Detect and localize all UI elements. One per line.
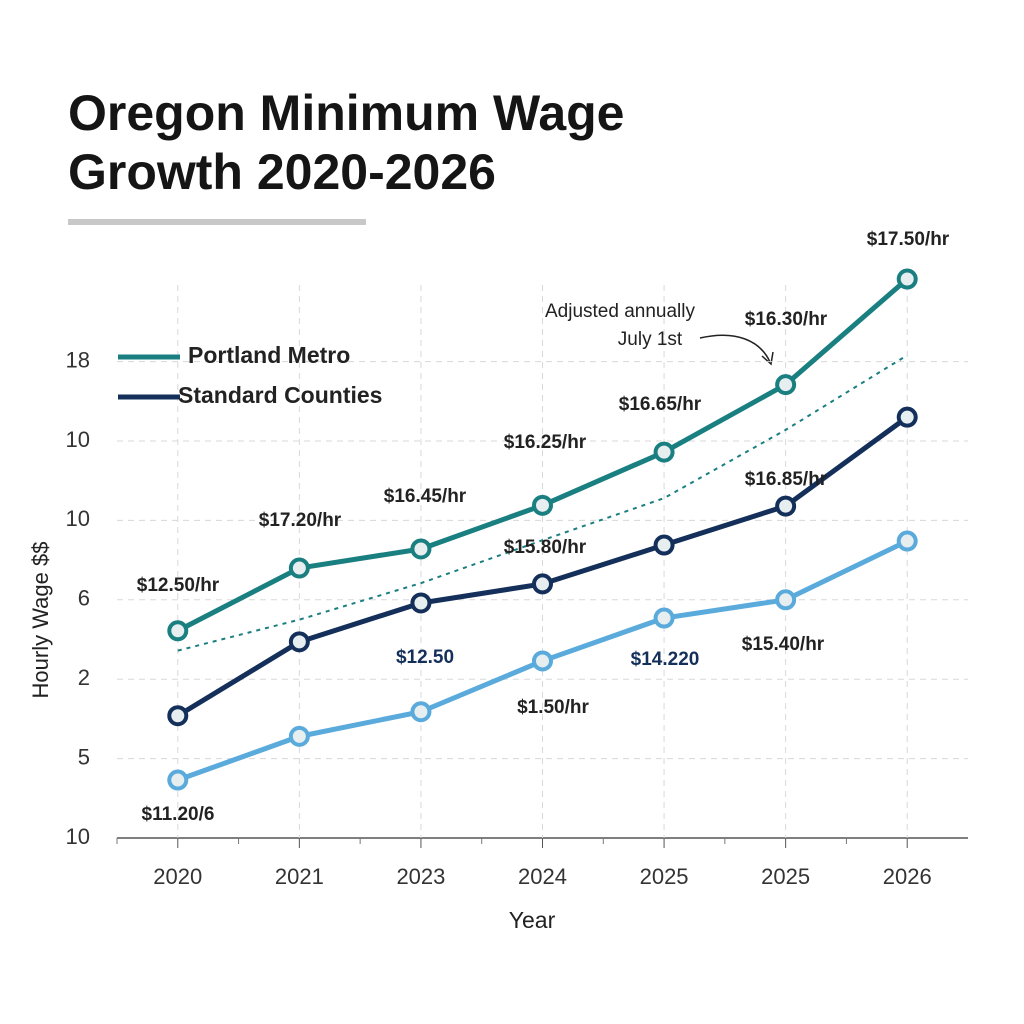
data-annotation: $16.85/hr (745, 469, 828, 490)
data-point (532, 650, 553, 672)
data-annotation: $16.45/hr (384, 486, 467, 507)
data-point (775, 495, 797, 517)
data-point (775, 374, 797, 396)
data-annotation: $11.20/6 (142, 804, 215, 825)
data-point (288, 631, 310, 653)
y-axis-label: Hourly Wage $$ (28, 542, 53, 699)
y-tick-label: 6 (78, 586, 90, 611)
data-annotation: $1.50/hr (517, 697, 589, 718)
y-tick-label: 5 (78, 744, 90, 769)
callout-text: Adjusted annually (545, 301, 695, 322)
x-tick-label: 2021 (275, 864, 324, 889)
data-point (532, 573, 553, 595)
x-tick-label: 2025 (761, 864, 810, 889)
data-point (653, 607, 675, 629)
data-annotation: $17.20/hr (259, 510, 342, 531)
callout-text: July 1st (618, 329, 683, 350)
x-tick-label: 2026 (883, 864, 932, 889)
data-point (288, 557, 310, 579)
data-point (896, 406, 918, 428)
legend-label: Standard Counties (178, 382, 382, 408)
callout-arrow (699, 334, 771, 363)
data-annotation: $16.30/hr (745, 309, 828, 330)
data-point (167, 620, 189, 642)
y-tick-label: 10 (66, 824, 90, 849)
data-annotation: $12.50/hr (137, 575, 220, 596)
data-point (653, 534, 675, 556)
data-annotation: $15.40/hr (742, 634, 825, 655)
x-tick-label: 2024 (518, 864, 567, 889)
data-point (410, 592, 432, 614)
chart-title: Oregon Minimum Wage (68, 85, 625, 141)
x-tick-label: 2023 (396, 864, 445, 889)
data-point (532, 494, 553, 516)
callout-arrowhead (761, 351, 774, 366)
data-annotation: $16.25/hr (504, 432, 587, 453)
legend-label: Portland Metro (188, 342, 350, 368)
data-point (410, 701, 432, 723)
data-annotation: $14.220 (631, 649, 700, 670)
data-point (896, 268, 918, 290)
y-tick-label: 18 (66, 347, 90, 372)
data-annotation: $12.50 (396, 647, 454, 668)
data-point (775, 589, 797, 611)
data-point (167, 705, 189, 727)
data-point (167, 769, 189, 791)
data-annotation: $16.65/hr (619, 394, 702, 415)
data-point (288, 725, 310, 747)
x-tick-label: 2020 (153, 864, 202, 889)
y-tick-label: 10 (66, 427, 90, 452)
data-point (653, 441, 675, 463)
title-underline (68, 219, 366, 225)
x-tick-label: 2025 (640, 864, 689, 889)
data-annotation: $17.50/hr (867, 229, 950, 250)
x-axis-label: Year (509, 907, 556, 933)
y-tick-label: 2 (78, 665, 90, 690)
series-line (177, 354, 908, 652)
y-tick-label: 10 (66, 506, 90, 531)
chart-title: Growth 2020-2026 (68, 144, 496, 200)
data-annotation: $15.80/hr (504, 537, 587, 558)
data-point (410, 538, 432, 560)
data-point (896, 530, 918, 552)
